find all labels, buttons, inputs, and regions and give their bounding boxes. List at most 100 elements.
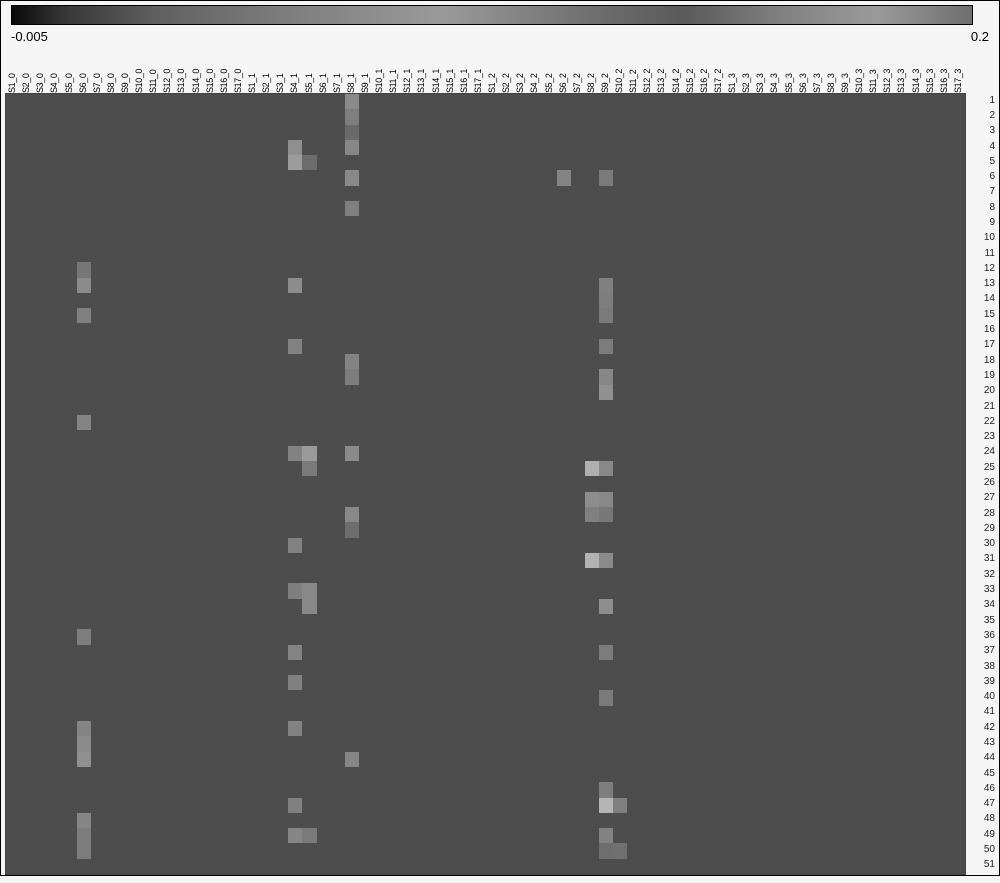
colorbar-min-label: -0.005 bbox=[11, 29, 48, 51]
column-label: S9_3 bbox=[840, 74, 850, 93]
row-label: 40 bbox=[984, 692, 995, 702]
row-label: 24 bbox=[984, 447, 995, 457]
column-label: S17_2 bbox=[713, 69, 723, 93]
heatmap-cell bbox=[599, 798, 613, 813]
heatmap-cell bbox=[302, 828, 316, 843]
row-labels: 1234567891011121314151617181920212223242… bbox=[966, 93, 999, 873]
column-label: S11_3 bbox=[868, 70, 878, 93]
row-label: 44 bbox=[984, 753, 995, 763]
row-label: 13 bbox=[984, 279, 995, 289]
heatmap-cell bbox=[288, 446, 302, 461]
heatmap-cell bbox=[302, 461, 316, 476]
column-label: S13_3 bbox=[896, 69, 906, 93]
heatmap-cell bbox=[599, 507, 613, 522]
column-label: S15_2 bbox=[685, 69, 695, 93]
row-label: 47 bbox=[984, 799, 995, 809]
column-label: S12_0 bbox=[162, 69, 172, 93]
column-label: S6_1 bbox=[318, 74, 328, 93]
column-label: S16_2 bbox=[699, 69, 709, 93]
column-label: S5_0 bbox=[64, 74, 74, 93]
row-label: 17 bbox=[984, 340, 995, 350]
heatmap-cell bbox=[345, 369, 359, 384]
heatmap-cell bbox=[599, 461, 613, 476]
heatmap-cell bbox=[345, 201, 359, 216]
column-label: S13_0 bbox=[176, 69, 186, 93]
column-label: S8_3 bbox=[826, 74, 836, 93]
colorbar-row bbox=[1, 1, 999, 29]
heatmap-cell bbox=[599, 385, 613, 400]
column-label: S2_0 bbox=[21, 74, 31, 93]
heatmap-area: 1234567891011121314151617181920212223242… bbox=[1, 93, 999, 875]
heatmap-cell bbox=[599, 339, 613, 354]
heatmap-cell bbox=[599, 553, 613, 568]
heatmap-cell bbox=[557, 170, 571, 185]
column-label: S3_2 bbox=[515, 74, 525, 93]
heatmap-cell bbox=[613, 798, 627, 813]
column-label: S2_3 bbox=[741, 74, 751, 93]
heatmap-cell bbox=[599, 492, 613, 507]
column-label: S12_1 bbox=[402, 69, 412, 93]
column-label: S10_1 bbox=[374, 69, 384, 93]
heatmap-cell bbox=[345, 446, 359, 461]
row-label: 43 bbox=[984, 738, 995, 748]
row-label: 18 bbox=[984, 356, 995, 366]
column-label: S4_3 bbox=[769, 74, 779, 93]
heatmap-cell bbox=[599, 828, 613, 843]
column-label: S7_1 bbox=[332, 74, 342, 93]
row-label: 45 bbox=[984, 769, 995, 779]
row-label: 15 bbox=[984, 310, 995, 320]
column-label: S5_1 bbox=[304, 74, 314, 93]
row-label: 51 bbox=[984, 860, 995, 870]
heatmap-cell bbox=[302, 446, 316, 461]
row-label: 10 bbox=[984, 233, 995, 243]
heatmap-cell bbox=[599, 369, 613, 384]
heatmap-cell bbox=[345, 752, 359, 767]
heatmap-cell bbox=[288, 538, 302, 553]
row-label: 19 bbox=[984, 371, 995, 381]
row-label: 42 bbox=[984, 723, 995, 733]
row-label: 29 bbox=[984, 524, 995, 534]
row-label: 41 bbox=[984, 707, 995, 717]
column-label: S10_2 bbox=[614, 69, 624, 93]
column-label: S5_2 bbox=[544, 74, 554, 93]
column-label: S9_0 bbox=[120, 74, 130, 93]
column-label: S16_1 bbox=[459, 69, 469, 93]
column-label: S4_2 bbox=[529, 74, 539, 93]
heatmap-cell bbox=[77, 736, 91, 751]
row-label: 32 bbox=[984, 570, 995, 580]
row-label: 5 bbox=[989, 157, 995, 167]
heatmap-cell bbox=[288, 675, 302, 690]
heatmap-cell bbox=[345, 507, 359, 522]
row-label: 34 bbox=[984, 600, 995, 610]
column-label: S8_1 bbox=[346, 74, 356, 93]
column-label: S1_2 bbox=[487, 74, 497, 93]
column-label: S11_2 bbox=[628, 70, 638, 93]
heatmap-cell bbox=[585, 492, 599, 507]
column-label: S13_2 bbox=[656, 69, 666, 93]
heatmap-cell bbox=[288, 155, 302, 170]
column-label: S6_2 bbox=[558, 74, 568, 93]
row-label: 36 bbox=[984, 631, 995, 641]
heatmap-cell bbox=[585, 507, 599, 522]
heatmap-cell bbox=[302, 599, 316, 614]
column-label: S14_0 bbox=[191, 69, 201, 93]
column-label: S3_1 bbox=[275, 74, 285, 93]
row-label: 20 bbox=[984, 386, 995, 396]
row-label: 4 bbox=[989, 142, 995, 152]
heatmap-cell bbox=[599, 690, 613, 705]
heatmap-cell bbox=[599, 278, 613, 293]
heatmap-cell bbox=[77, 813, 91, 828]
row-label: 6 bbox=[989, 172, 995, 182]
heatmap-cell bbox=[599, 645, 613, 660]
column-label: S15_1 bbox=[445, 69, 455, 93]
heatmap-cell bbox=[345, 109, 359, 124]
column-label: S17_0 bbox=[233, 69, 243, 93]
column-label: S4_0 bbox=[49, 74, 59, 93]
row-label: 25 bbox=[984, 463, 995, 473]
row-label: 7 bbox=[989, 187, 995, 197]
column-label: S6_0 bbox=[78, 74, 88, 93]
column-label: S1_3 bbox=[727, 74, 737, 93]
row-label: 31 bbox=[984, 554, 995, 564]
row-label: 50 bbox=[984, 845, 995, 855]
row-label: 49 bbox=[984, 830, 995, 840]
